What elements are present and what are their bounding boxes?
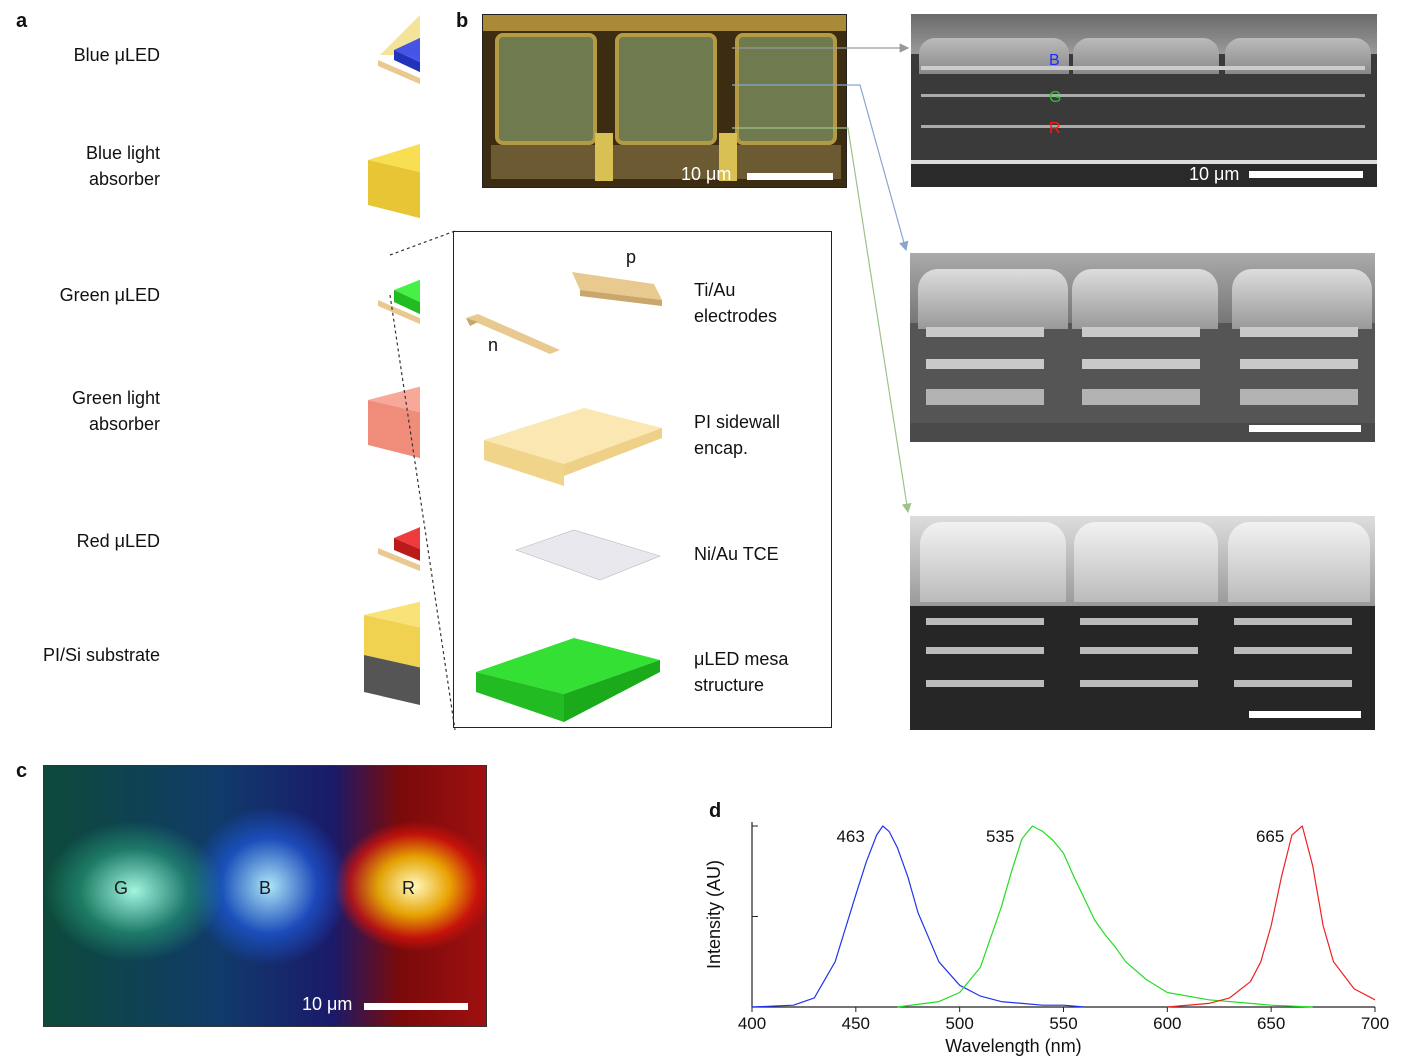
emission-scale-bar [364, 1003, 468, 1010]
red-uled-block [378, 527, 420, 572]
optical-micrograph: 10 μm [482, 14, 847, 188]
mesa-label: μLED mesa structure [694, 649, 789, 695]
green-uled-block [378, 279, 420, 325]
x-tick-label: 450 [842, 1014, 870, 1033]
peak-label-665: 665 [1256, 827, 1284, 846]
optical-scale-label: 10 μm [681, 164, 732, 184]
spectrum-series-535 [897, 825, 1313, 1008]
layer-label-blue-absorber: Blue light absorber [85, 143, 160, 189]
spectrum-series-665 [1167, 825, 1376, 1008]
panel-label-b: b [456, 10, 469, 32]
uled-layer-detail-inset: p n Ti/Au electrodes PI sidewall encap. … [453, 231, 832, 728]
emission-scale-label: 10 μm [302, 994, 353, 1014]
substrate-block [364, 601, 420, 705]
blue-absorber-block [368, 143, 420, 219]
x-tick-label: 650 [1257, 1014, 1285, 1033]
correspondence-arrows [732, 43, 912, 514]
layer-label-blue-uled: Blue μLED [73, 45, 160, 65]
emission-spectrum-chart: 400 450 500 550 600 650 700 Wavelength (nm) Inte… [704, 822, 1389, 1056]
sem-label-g: G [1049, 89, 1062, 106]
emission-micrograph: G B R 10 μm [43, 765, 487, 1027]
emission-label-g: G [114, 878, 129, 898]
panel-label-c: c [16, 760, 28, 782]
x-tick-label: 550 [1049, 1014, 1077, 1033]
zoom-connector-lines [389, 230, 456, 731]
green-absorber-block [368, 386, 420, 459]
x-tick-label: 700 [1361, 1014, 1389, 1033]
y-axis-label: Intensity (AU) [704, 860, 724, 969]
emission-label-b: B [259, 878, 272, 898]
x-tick-label: 400 [738, 1014, 766, 1033]
sem-scale-bar-middle [1249, 425, 1361, 432]
optical-scale-bar [747, 173, 833, 180]
tce-label: Ni/Au TCE [694, 544, 779, 564]
sidewall-shape [484, 408, 662, 486]
sem-label-r: R [1049, 120, 1061, 137]
sem-image-middle [910, 253, 1375, 442]
layer-label-substrate: PI/Si substrate [42, 645, 160, 665]
x-tick-label: 600 [1153, 1014, 1181, 1033]
sem-scale-bar-bottom [1249, 711, 1361, 718]
peak-label-535: 535 [986, 827, 1014, 846]
layer-stack-illustration [364, 15, 420, 705]
emission-label-r: R [402, 878, 415, 898]
sem-scale-label: 10 μm [1189, 164, 1240, 184]
sem-label-b: B [1049, 52, 1060, 69]
x-tick-label: 500 [945, 1014, 973, 1033]
layer-label-red-uled: Red μLED [76, 531, 160, 551]
blue-uled-block [378, 15, 420, 85]
x-axis-label: Wavelength (nm) [945, 1036, 1081, 1056]
mesa-shape [476, 638, 660, 722]
peak-label-463: 463 [836, 827, 864, 846]
p-electrode-label: p [626, 247, 637, 267]
n-electrode-label: n [488, 335, 499, 355]
panel-label-d: d [709, 800, 722, 822]
panel-label-a: a [16, 10, 28, 32]
spectrum-series-463 [751, 825, 1085, 1008]
electrodes-label: Ti/Au electrodes [694, 280, 778, 326]
p-electrode-shape [572, 272, 662, 306]
layer-label-green-absorber: Green light absorber [71, 388, 160, 434]
tce-shape [515, 529, 661, 581]
sem-image-bottom [910, 516, 1375, 730]
n-electrode-shape [466, 314, 560, 354]
sem-scale-bar-top [1249, 171, 1363, 178]
layer-label-green-uled: Green μLED [59, 285, 160, 305]
sidewall-label: PI sidewall encap. [694, 412, 781, 458]
sem-image-top: B G R 10 μm [911, 14, 1377, 187]
